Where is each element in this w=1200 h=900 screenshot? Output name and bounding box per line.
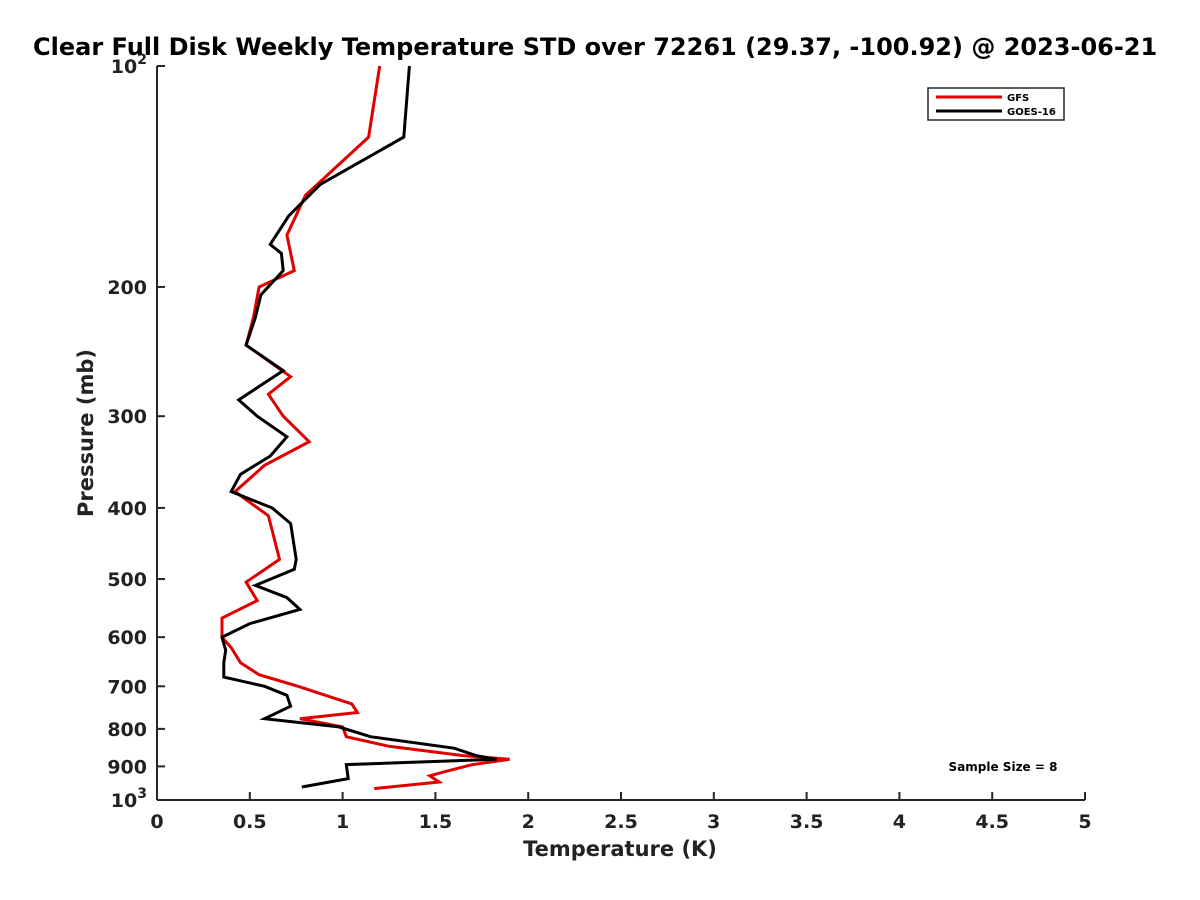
y-tick-label: 900 xyxy=(107,756,147,778)
x-tick-label: 1 xyxy=(336,811,349,833)
legend-label: GOES-16 xyxy=(1007,107,1056,118)
series-line-goes-16 xyxy=(220,65,497,789)
y-tick-label: 102 xyxy=(111,52,147,78)
x-tick-label: 1.5 xyxy=(419,811,453,833)
legend: GFS GOES-16 xyxy=(927,87,1065,121)
y-tick-label: 400 xyxy=(107,498,147,520)
x-tick-label: 0 xyxy=(150,811,163,833)
x-tick-label: 4.5 xyxy=(975,811,1009,833)
y-tick-label: 103 xyxy=(111,786,147,812)
series-line-gfs xyxy=(220,65,510,791)
y-tick-label: 700 xyxy=(107,676,147,698)
y-tick-label: 500 xyxy=(107,569,147,591)
x-tick-label: 3.5 xyxy=(790,811,824,833)
x-tick-label: 2.5 xyxy=(604,811,638,833)
y-tick-label: 200 xyxy=(107,277,147,299)
x-axis-label: Temperature (K) xyxy=(523,837,717,861)
chart-title: Clear Full Disk Weekly Temperature STD o… xyxy=(33,33,1157,61)
sample-size-annotation: Sample Size = 8 xyxy=(949,760,1058,774)
x-tick-label: 0.5 xyxy=(233,811,267,833)
y-tick-label: 800 xyxy=(107,719,147,741)
legend-box xyxy=(927,87,1065,121)
axes: 0 0.5 1 1.5 2 2.5 3 3.5 4 4.5 5 102 200 300 400 500 600 7… xyxy=(107,52,1091,833)
x-tick-label: 4 xyxy=(893,811,906,833)
series-layer xyxy=(220,65,510,791)
x-tick-label: 5 xyxy=(1078,811,1091,833)
legend-label: GFS xyxy=(1007,93,1029,104)
x-tick-label: 3 xyxy=(707,811,720,833)
x-tick-label: 2 xyxy=(522,811,535,833)
y-axis-label: Pressure (mb) xyxy=(74,349,98,517)
y-tick-label: 600 xyxy=(107,627,147,649)
y-tick-label: 300 xyxy=(107,406,147,428)
